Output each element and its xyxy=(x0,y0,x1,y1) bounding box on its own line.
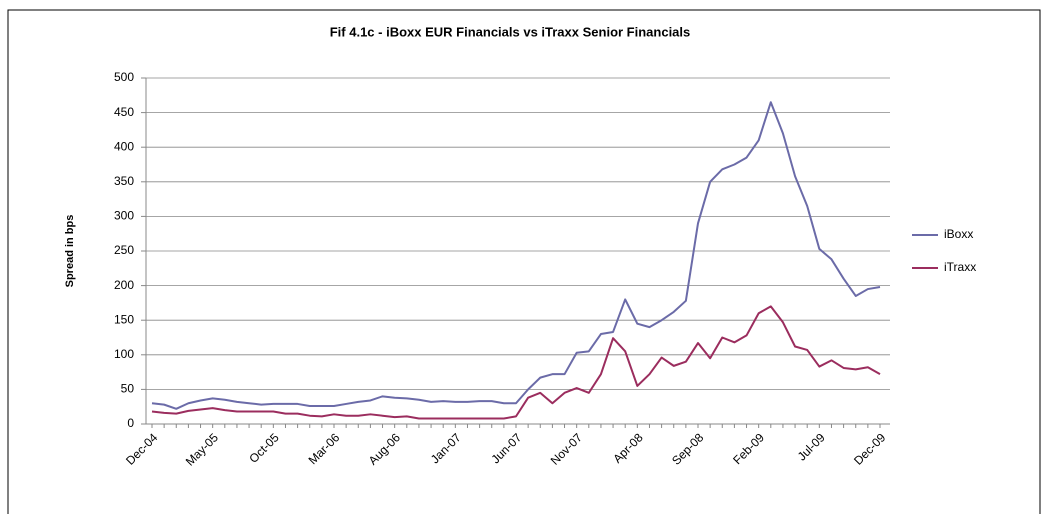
y-tick-label: 450 xyxy=(114,105,134,119)
y-tick-label: 350 xyxy=(114,174,134,188)
y-tick-label: 300 xyxy=(114,209,134,223)
y-tick-label: 150 xyxy=(114,312,134,326)
y-tick-label: 500 xyxy=(114,70,134,84)
y-tick-label: 50 xyxy=(121,382,135,396)
y-tick-label: 250 xyxy=(114,243,134,257)
legend-label: iTraxx xyxy=(944,260,976,274)
y-axis-label: Spread in bps xyxy=(64,215,76,288)
series-line xyxy=(151,101,881,410)
y-tick-label: 400 xyxy=(114,139,134,153)
chart-title: Fif 4.1c - iBoxx EUR Financials vs iTrax… xyxy=(330,24,691,39)
y-tick-label: 0 xyxy=(127,416,134,430)
y-tick-label: 100 xyxy=(114,347,134,361)
y-tick-label: 200 xyxy=(114,278,134,292)
chart-border xyxy=(7,9,1041,514)
legend-label: iBoxx xyxy=(944,227,973,241)
series-line xyxy=(151,305,881,420)
